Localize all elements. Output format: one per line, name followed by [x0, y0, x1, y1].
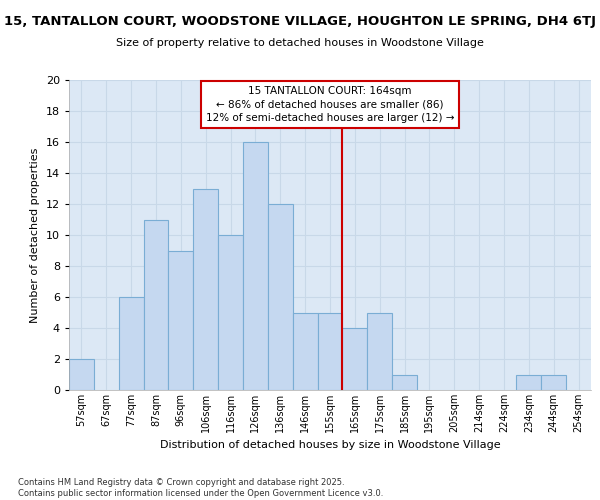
- Bar: [243, 142, 268, 390]
- Bar: [517, 374, 541, 390]
- Bar: [343, 328, 367, 390]
- Text: 15 TANTALLON COURT: 164sqm
← 86% of detached houses are smaller (86)
12% of semi: 15 TANTALLON COURT: 164sqm ← 86% of deta…: [206, 86, 454, 122]
- Bar: [218, 235, 243, 390]
- Text: Contains HM Land Registry data © Crown copyright and database right 2025.
Contai: Contains HM Land Registry data © Crown c…: [18, 478, 383, 498]
- Text: Size of property relative to detached houses in Woodstone Village: Size of property relative to detached ho…: [116, 38, 484, 48]
- Bar: [119, 297, 143, 390]
- Bar: [541, 374, 566, 390]
- Bar: [367, 312, 392, 390]
- Bar: [268, 204, 293, 390]
- Y-axis label: Number of detached properties: Number of detached properties: [30, 148, 40, 322]
- Bar: [143, 220, 169, 390]
- Bar: [293, 312, 317, 390]
- Bar: [69, 359, 94, 390]
- Bar: [193, 188, 218, 390]
- Bar: [169, 250, 193, 390]
- Text: 15, TANTALLON COURT, WOODSTONE VILLAGE, HOUGHTON LE SPRING, DH4 6TJ: 15, TANTALLON COURT, WOODSTONE VILLAGE, …: [4, 15, 596, 28]
- X-axis label: Distribution of detached houses by size in Woodstone Village: Distribution of detached houses by size …: [160, 440, 500, 450]
- Bar: [317, 312, 343, 390]
- Bar: [392, 374, 417, 390]
